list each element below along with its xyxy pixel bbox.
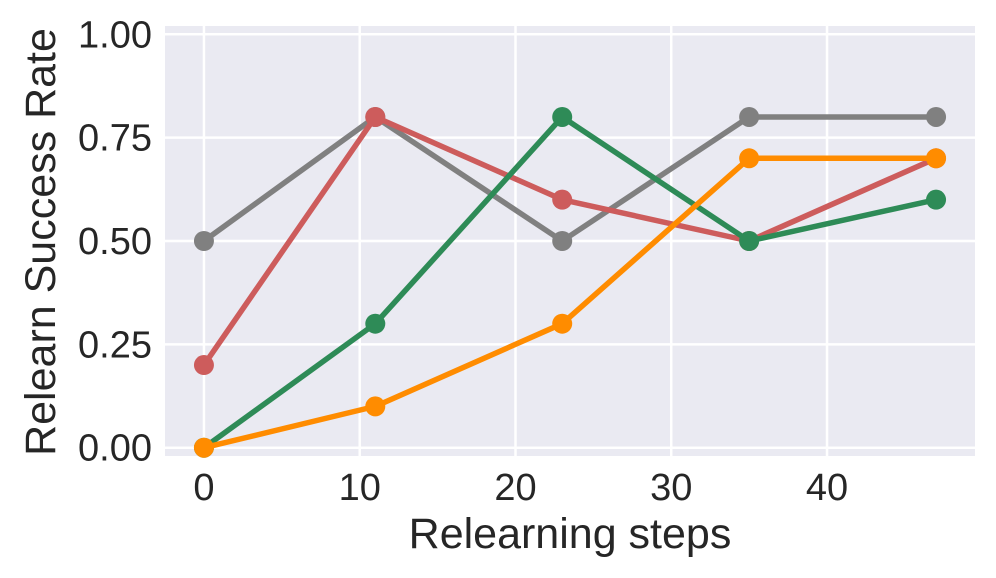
grid [165, 26, 975, 456]
y-tick-label: 0.00 [78, 428, 152, 470]
y-axis-label: Relearn Success Rate [17, 28, 65, 456]
data-point [739, 231, 760, 251]
data-point [926, 106, 947, 127]
data-point [365, 396, 386, 417]
y-tick-label: 1.00 [78, 14, 152, 56]
data-point [552, 231, 573, 251]
y-tick-label: 0.25 [78, 324, 152, 366]
data-point [739, 106, 760, 127]
data-point [365, 313, 386, 334]
x-axis-label: Relearning steps [409, 510, 732, 558]
data-point [926, 189, 947, 210]
x-tick-label: 10 [339, 467, 381, 509]
y-axis-ticks: 0.00 0.25 0.50 0.75 1.00 [78, 14, 152, 469]
data-point [739, 148, 760, 169]
data-point [552, 189, 573, 210]
x-tick-label: 40 [806, 467, 848, 509]
y-tick-label: 0.50 [78, 221, 152, 263]
x-tick-label: 30 [650, 467, 692, 509]
data-point [365, 106, 386, 127]
x-tick-label: 0 [193, 467, 214, 509]
data-point [552, 313, 573, 334]
data-point [552, 106, 573, 127]
data-point [926, 148, 947, 169]
data-point [193, 437, 214, 458]
series-4 [193, 148, 947, 458]
x-tick-label: 20 [494, 467, 536, 509]
data-point [193, 355, 214, 376]
y-tick-label: 0.75 [78, 118, 152, 160]
series-layer [193, 106, 947, 458]
x-axis-ticks: 0 10 20 30 40 [193, 467, 848, 509]
data-point [193, 231, 214, 251]
